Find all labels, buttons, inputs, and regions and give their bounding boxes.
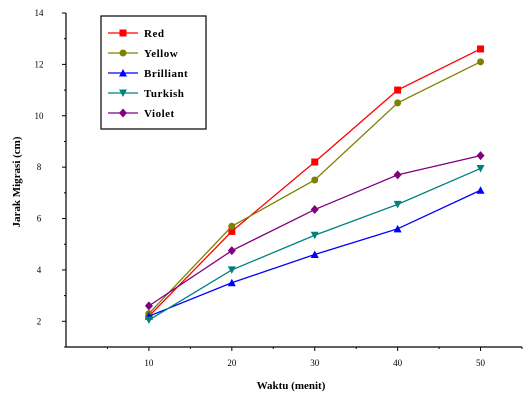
y-tick-label: 12	[35, 59, 44, 69]
data-point	[144, 301, 153, 311]
y-tick-label: 4	[37, 265, 42, 275]
legend-label: Red	[144, 28, 164, 40]
series-violet	[144, 151, 485, 311]
y-tick-label: 8	[37, 162, 42, 172]
data-point	[310, 250, 319, 259]
legend-marker	[119, 89, 127, 97]
data-point	[476, 151, 485, 161]
data-point	[394, 86, 402, 94]
x-tick-label: 20	[227, 358, 237, 368]
y-tick-label: 10	[35, 111, 45, 121]
data-point	[144, 316, 153, 325]
data-point	[476, 164, 485, 173]
data-point	[393, 170, 402, 180]
y-tick-label: 2	[37, 316, 42, 326]
data-point	[228, 222, 236, 230]
data-point	[310, 205, 319, 215]
x-axis-label: Waktu (menit)	[257, 380, 326, 392]
x-tick-label: 50	[476, 358, 486, 368]
data-point	[311, 176, 319, 184]
legend-label: Turkish	[144, 88, 184, 100]
series-turkish	[144, 164, 485, 325]
axes: 2 4 6 8 10 12 14 10 20 30 40 50	[35, 8, 523, 368]
series-layer	[144, 45, 485, 325]
data-point	[227, 278, 236, 287]
series-line	[148, 167, 481, 321]
legend-marker	[119, 29, 127, 37]
data-point	[310, 231, 319, 240]
legend-marker	[119, 108, 127, 118]
legend: Red Yellow Brilliant Turkish Violet	[100, 15, 207, 130]
data-point	[311, 158, 319, 166]
x-tick-label: 40	[393, 358, 403, 368]
y-tick-label: 6	[37, 214, 42, 224]
y-axis-label: Jarak Migrasi (cm)	[11, 136, 23, 227]
data-point	[477, 45, 485, 53]
legend-marker	[119, 69, 127, 77]
data-point	[228, 227, 236, 235]
legend-label: Brilliant	[144, 68, 188, 80]
data-point	[227, 266, 236, 274]
data-point	[227, 246, 236, 256]
data-point	[393, 224, 402, 233]
legend-marker	[119, 49, 127, 57]
y-tick-label: 14	[35, 8, 45, 18]
x-tick-label: 30	[310, 358, 320, 368]
series-yellow	[145, 58, 485, 318]
data-point	[394, 99, 402, 107]
legend-label: Violet	[144, 108, 175, 120]
data-point	[477, 58, 485, 66]
legend-label: Yellow	[144, 48, 178, 60]
data-point	[476, 186, 485, 194]
x-tick-label: 10	[144, 358, 154, 368]
data-point	[393, 200, 402, 209]
